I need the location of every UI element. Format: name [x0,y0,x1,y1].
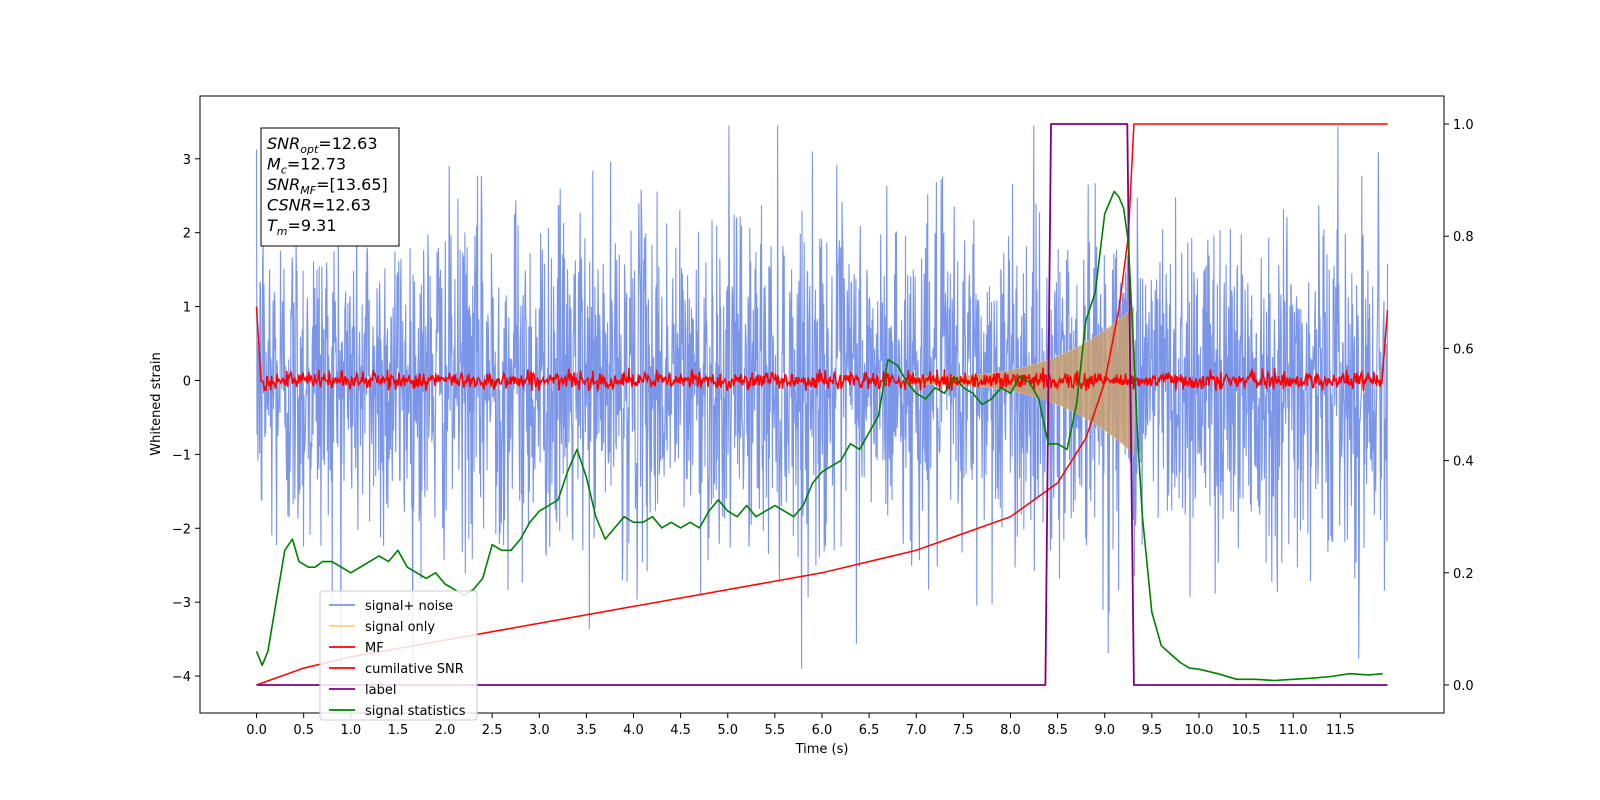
series-mf-line [255,306,1389,394]
legend-label: cumilative SNR [365,662,464,677]
x-tick-label: 4.5 [670,723,691,738]
y2-tick-label: 1.0 [1453,118,1474,133]
x-axis: 0.0 0.5 1.0 1.5 2.0 2.5 3.0 3.5 4.0 4.5 5.0 5.5 6.0 6… [246,713,1355,738]
legend-label: label [365,683,396,698]
series-signal-noise-line [255,125,1389,669]
legend-label: signal+ noise [365,599,453,614]
x-tick-label: 11.5 [1326,723,1355,738]
x-tick-label: 9.0 [1094,723,1115,738]
x-tick-label: 1.0 [340,723,361,738]
x-tick-label: 5.0 [717,723,738,738]
x-tick-label: 3.0 [529,723,550,738]
y-tick-label: −3 [172,596,191,611]
legend-label: signal statistics [365,704,466,719]
x-tick-label: 11.0 [1279,723,1308,738]
info-box-line: CSNR=12.63 [267,196,371,215]
info-box-line: SNRMF=[13.65] [267,175,388,197]
x-axis-label: Time (s) [795,742,849,757]
x-tick-label: 9.5 [1142,723,1163,738]
y-tick-label: 0 [183,374,191,389]
x-tick-label: 10.0 [1184,723,1213,738]
x-tick-label: 3.5 [576,723,597,738]
x-tick-label: 8.0 [1000,723,1021,738]
y2-tick-label: 0.8 [1453,230,1474,245]
x-tick-label: 6.5 [859,723,880,738]
x-tick-label: 7.0 [906,723,927,738]
y2-tick-label: 0.6 [1453,342,1474,357]
y2-tick-label: 0.0 [1453,679,1474,694]
x-tick-label: 1.5 [388,723,409,738]
y-axis-right: 1.0 0.8 0.6 0.4 0.2 0.0 [1444,118,1474,694]
x-tick-label: 4.0 [623,723,644,738]
x-tick-label: 0.5 [293,723,314,738]
y-tick-label: 3 [183,153,191,168]
y-tick-label: 2 [183,227,191,242]
y-tick-label: −4 [172,670,191,685]
series-signal-statistics-line [255,190,1383,682]
info-box-line: Tm=9.31 [267,216,337,238]
y2-tick-label: 0.4 [1453,455,1474,470]
x-tick-label: 0.0 [246,723,267,738]
y-axis-left: 3 2 1 0 −1 −2 −3 −4 [172,153,200,685]
x-tick-label: 8.5 [1047,723,1068,738]
x-tick-label: 10.5 [1232,723,1261,738]
series-label-line [256,123,1388,686]
x-tick-label: 6.0 [812,723,833,738]
y-tick-label: 1 [183,301,191,316]
y-axis-label: Whitened strain [149,352,164,455]
info-box-line: SNRopt=12.63 [267,134,378,156]
legend: signal+ noise signal only MF cumilative SNR… [319,590,478,721]
info-box: SNRopt=12.63Mc=12.73SNRMF=[13.65]CSNR=12… [260,127,400,247]
y-tick-label: −1 [172,448,191,463]
info-box-frame [260,127,400,247]
info-box-line: Mc=12.73 [267,155,346,177]
legend-label: MF [365,641,384,656]
x-tick-label: 5.5 [765,723,786,738]
x-tick-label: 2.5 [482,723,503,738]
legend-frame [319,590,478,721]
x-tick-label: 7.5 [953,723,974,738]
y2-tick-label: 0.2 [1453,567,1474,582]
x-tick-label: 2.0 [435,723,456,738]
legend-label: signal only [365,620,435,635]
y-tick-label: −2 [172,522,191,537]
